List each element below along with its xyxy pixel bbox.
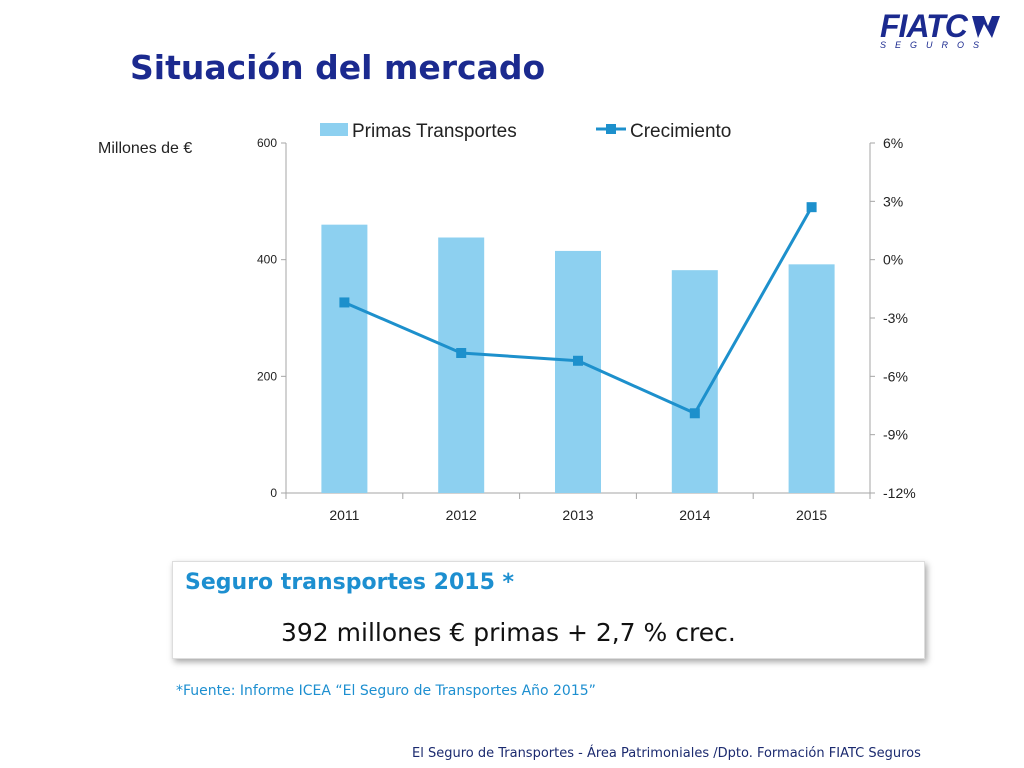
bar-series [321,224,835,493]
fiatc-logo-mark-icon [972,16,1000,38]
growth-point-2013 [573,355,583,366]
left-axis: 0 200 400 600 [257,136,287,500]
legend-swatch-marker [606,124,616,134]
growth-point-2012 [456,348,467,358]
source-note: *Fuente: Informe ICEA “El Seguro de Tran… [176,683,596,699]
growth-point-2015 [806,202,817,213]
company-logo: FIATC SEGUROS [872,8,1004,54]
right-tick-label: 0% [883,252,903,268]
y-axis-unit-label: Millones de € [98,140,197,158]
bar-2014 [671,270,718,493]
left-tick-label: 0 [270,486,277,500]
right-tick-label: -9% [883,427,908,443]
bar-2011 [321,224,368,493]
legend-label-line: Crecimiento [630,121,731,142]
right-tick-label: -6% [883,368,908,384]
bar-2012 [438,237,485,493]
x-tick-label: 2011 [329,507,359,523]
bar-2015 [788,264,835,493]
left-tick-label: 600 [257,136,277,150]
page-title: Situación del mercado [130,48,546,87]
footer-text: El Seguro de Transportes - Área Patrimon… [412,746,921,761]
growth-point-2011 [339,297,350,308]
x-tick-label: 2012 [446,507,477,523]
highlight-heading: Seguro transportes 2015 * [185,570,515,595]
highlight-box: Seguro transportes 2015 * 392 millones €… [172,561,925,659]
right-tick-label: 6% [883,135,903,151]
logo-name: FIATC [880,8,968,44]
highlight-value: 392 millones € primas + 2,7 % crec. [281,618,736,647]
x-tick-label: 2014 [679,507,710,523]
x-tick-label: 2015 [796,507,827,523]
x-axis: 2011 2012 2013 2014 2015 [285,492,871,523]
legend-label-bars: Primas Transportes [352,121,517,142]
right-tick-label: -12% [883,485,916,501]
bar-2013 [555,250,601,493]
growth-point-2014 [689,408,700,419]
logo-subtitle: SEGUROS [880,40,989,50]
x-tick-label: 2013 [562,507,593,523]
chart-legend: Primas Transportes Crecimiento [320,121,731,142]
line-series [339,202,817,419]
left-tick-label: 200 [257,369,277,383]
legend-swatch-bars [320,123,348,136]
right-axis: -12% -9% -6% -3% 0% 3% 6% [869,135,916,501]
left-tick-label: 400 [257,253,277,267]
right-tick-label: 3% [883,193,903,209]
right-tick-label: -3% [883,310,908,326]
